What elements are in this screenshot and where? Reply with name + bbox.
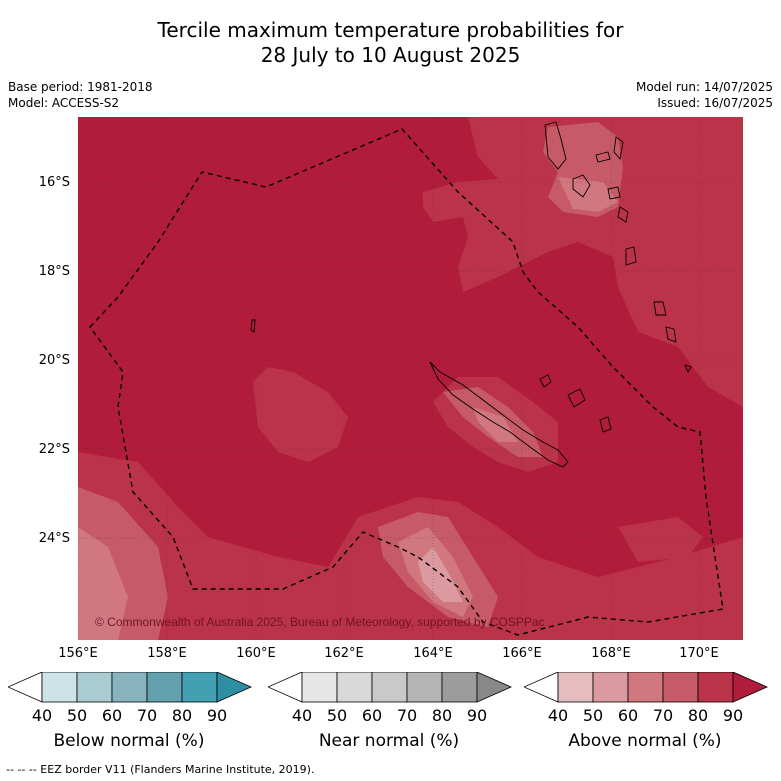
colorbar-above-segment-5 [697, 672, 734, 703]
colorbar-below-segment-5 [181, 672, 218, 703]
lon-label-162e: 162°E [324, 646, 364, 661]
colorbar-above-segment-2 [592, 672, 629, 703]
lon-label-164e: 164°E [413, 646, 453, 661]
eez-border [89, 128, 724, 636]
colorbar-above-segment-4 [662, 672, 699, 703]
colorbar-below-segment-2 [76, 672, 113, 703]
near-tick-60: 60 [361, 706, 383, 725]
colorbar-below-normal [8, 672, 252, 703]
below-tick-70: 70 [136, 706, 158, 725]
below-tick-80: 80 [171, 706, 193, 725]
vanuatu-island-6 [617, 206, 629, 223]
lon-label-156e: 156°E [58, 646, 98, 661]
above-tick-80: 80 [687, 706, 709, 725]
below-tick-40: 40 [31, 706, 53, 725]
model-run: Model run: 14/07/2025 [635, 80, 773, 94]
lat-label-20s: 20°S [38, 353, 70, 368]
vanuatu-island-1 [544, 121, 567, 170]
model-name: Model: ACCESS-S2 [8, 96, 120, 110]
region-above-80-west [253, 367, 348, 462]
lat-label-18s: 18°S [38, 264, 70, 279]
colorbar-near-segment-high [476, 672, 512, 703]
colorbar-near-segment-1 [301, 672, 338, 703]
probability-map: © Commonwealth of Australia 2025, Bureau… [78, 117, 743, 640]
colorbar-near-segment-5 [441, 672, 478, 703]
lon-label-166e: 166°E [502, 646, 542, 661]
near-tick-40: 40 [291, 706, 313, 725]
colorbar-near-segment-low [268, 672, 303, 703]
below-tick-50: 50 [66, 706, 88, 725]
new-caledonia-island [429, 361, 569, 468]
chesterfield-reef [250, 319, 256, 333]
near-tick-80: 80 [431, 706, 453, 725]
below-tick-60: 60 [101, 706, 123, 725]
lon-label-170e: 170°E [679, 646, 719, 661]
map-title: Tercile maximum temperature probabilitie… [0, 18, 781, 68]
colorbar-above-segment-1 [557, 672, 594, 703]
vanuatu-island-9 [665, 326, 677, 343]
above-tick-50: 50 [582, 706, 604, 725]
lon-label-168e: 168°E [591, 646, 631, 661]
meta-left: Base period: 1981-2018 Model: ACCESS-S2 [8, 79, 153, 111]
coastlines [250, 121, 692, 468]
vanuatu-island-5 [607, 186, 621, 200]
issued-date: Issued: 16/07/2025 [657, 96, 773, 110]
vanuatu-island-4 [613, 136, 624, 161]
title-line-2: 28 July to 10 August 2025 [260, 43, 521, 67]
colorbar-above-segment-high [732, 672, 768, 703]
eez-legend-footer: -- -- -- EEZ border V11 (Flanders Marine… [6, 763, 315, 776]
colorbar-near-segment-4 [406, 672, 443, 703]
colorbar-below-segment-3 [111, 672, 148, 703]
vanuatu-island-8 [653, 301, 667, 316]
colorbar-below-segment-low [8, 672, 43, 703]
vanuatu-island-3 [595, 151, 611, 163]
colorbar-below-segment-4 [146, 672, 183, 703]
colorbar-below-segment-1 [41, 672, 78, 703]
above-tick-60: 60 [617, 706, 639, 725]
above-tick-90: 90 [722, 706, 744, 725]
near-tick-70: 70 [396, 706, 418, 725]
loyalty-island-1 [539, 374, 552, 388]
region-above-60-southwest [78, 527, 128, 640]
lat-label-24s: 24°S [38, 531, 70, 546]
near-tick-50: 50 [326, 706, 348, 725]
near-normal-label: Near normal (%) [318, 731, 460, 751]
above-tick-70: 70 [652, 706, 674, 725]
region-above-60-newcaledonia [473, 407, 518, 442]
lon-label-160e: 160°E [236, 646, 276, 661]
colorbar-above-segment-low [524, 672, 559, 703]
colorbar-above-segment-3 [627, 672, 664, 703]
colorbar-near-segment-2 [336, 672, 373, 703]
lat-label-16s: 16°S [38, 175, 70, 190]
vanuatu-island-7 [625, 246, 637, 266]
gridlines [78, 117, 743, 640]
lon-label-158e: 158°E [147, 646, 187, 661]
colorbar-near-segment-3 [371, 672, 408, 703]
above-normal-label: Above normal (%) [568, 731, 722, 751]
copyright-notice: © Commonwealth of Australia 2025, Bureau… [95, 615, 545, 629]
vanuatu-island-10 [684, 364, 692, 373]
below-tick-90: 90 [206, 706, 228, 725]
near-tick-90: 90 [466, 706, 488, 725]
above-tick-40: 40 [547, 706, 569, 725]
loyalty-island-2 [567, 388, 586, 408]
colorbar-above-normal [524, 672, 768, 703]
colorbar-below-segment-high [216, 672, 252, 703]
lat-label-22s: 22°S [38, 442, 70, 457]
region-above-80-northeast [423, 117, 743, 407]
colorbar-near-normal [268, 672, 512, 703]
title-line-1: Tercile maximum temperature probabilitie… [157, 18, 624, 42]
base-period: Base period: 1981-2018 [8, 80, 153, 94]
below-normal-label: Below normal (%) [53, 731, 205, 751]
meta-right: Model run: 14/07/2025 Issued: 16/07/2025 [636, 79, 773, 111]
region-above-80-southeast [618, 517, 703, 562]
loyalty-island-3 [599, 416, 612, 433]
vanuatu-island-2 [572, 174, 591, 198]
